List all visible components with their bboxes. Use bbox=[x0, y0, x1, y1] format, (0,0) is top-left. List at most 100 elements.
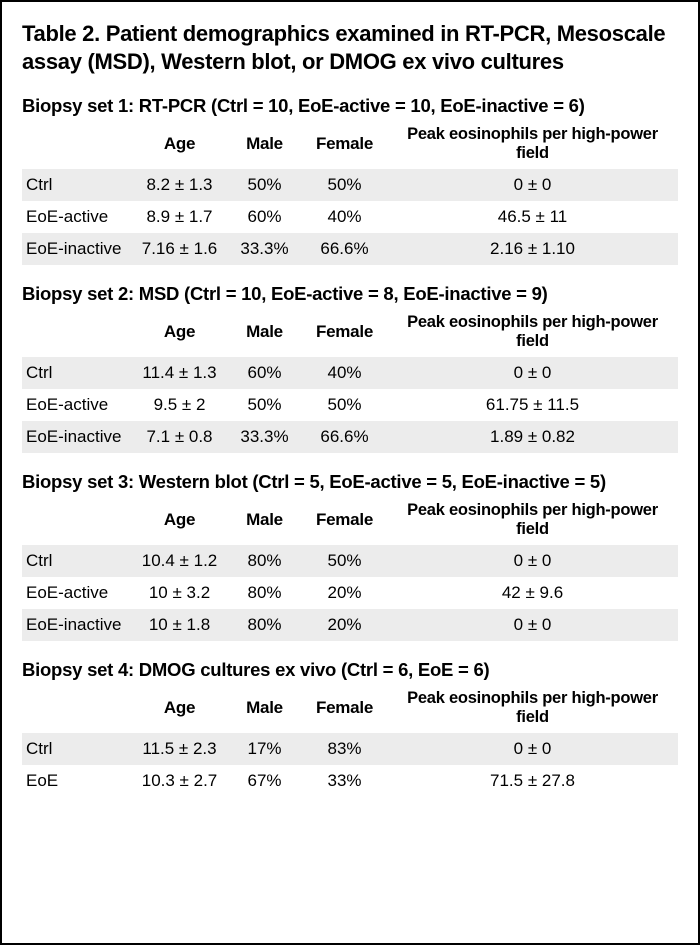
table-row: Ctrl11.5 ± 2.317%83%0 ± 0 bbox=[22, 733, 678, 765]
set-heading: Biopsy set 3: Western blot (Ctrl = 5, Eo… bbox=[22, 471, 678, 493]
age-cell: 11.5 ± 2.3 bbox=[132, 733, 227, 765]
row-label-cell: Ctrl bbox=[22, 733, 132, 765]
male-cell: 80% bbox=[227, 609, 302, 641]
male-cell: 80% bbox=[227, 545, 302, 577]
col-header-rowlabel bbox=[22, 683, 132, 733]
table-row: Ctrl11.4 ± 1.360%40%0 ± 0 bbox=[22, 357, 678, 389]
col-header-age: Age bbox=[132, 119, 227, 169]
col-header-peak: Peak eosinophils per high-power field bbox=[387, 683, 678, 733]
set-heading: Biopsy set 2: MSD (Ctrl = 10, EoE-active… bbox=[22, 283, 678, 305]
female-cell: 40% bbox=[302, 201, 387, 233]
female-cell: 83% bbox=[302, 733, 387, 765]
male-cell: 17% bbox=[227, 733, 302, 765]
table-row: EoE-active9.5 ± 250%50%61.75 ± 11.5 bbox=[22, 389, 678, 421]
table-title: Table 2. Patient demographics examined i… bbox=[22, 20, 678, 75]
col-header-rowlabel bbox=[22, 307, 132, 357]
col-header-male: Male bbox=[227, 495, 302, 545]
age-cell: 10 ± 1.8 bbox=[132, 609, 227, 641]
col-header-male: Male bbox=[227, 307, 302, 357]
male-cell: 33.3% bbox=[227, 233, 302, 265]
age-cell: 10 ± 3.2 bbox=[132, 577, 227, 609]
row-label-cell: Ctrl bbox=[22, 545, 132, 577]
row-label-cell: EoE-active bbox=[22, 201, 132, 233]
age-cell: 11.4 ± 1.3 bbox=[132, 357, 227, 389]
age-cell: 8.2 ± 1.3 bbox=[132, 169, 227, 201]
row-label-cell: EoE-inactive bbox=[22, 609, 132, 641]
peak-cell: 0 ± 0 bbox=[387, 169, 678, 201]
peak-cell: 0 ± 0 bbox=[387, 609, 678, 641]
col-header-female: Female bbox=[302, 307, 387, 357]
col-header-peak: Peak eosinophils per high-power field bbox=[387, 119, 678, 169]
row-label-cell: EoE-active bbox=[22, 389, 132, 421]
peak-cell: 61.75 ± 11.5 bbox=[387, 389, 678, 421]
table-row: EoE-active10 ± 3.280%20%42 ± 9.6 bbox=[22, 577, 678, 609]
peak-cell: 2.16 ± 1.10 bbox=[387, 233, 678, 265]
table-container: Table 2. Patient demographics examined i… bbox=[0, 0, 700, 945]
age-cell: 7.16 ± 1.6 bbox=[132, 233, 227, 265]
female-cell: 40% bbox=[302, 357, 387, 389]
age-cell: 7.1 ± 0.8 bbox=[132, 421, 227, 453]
female-cell: 66.6% bbox=[302, 421, 387, 453]
peak-cell: 0 ± 0 bbox=[387, 357, 678, 389]
male-cell: 60% bbox=[227, 201, 302, 233]
row-label-cell: EoE-inactive bbox=[22, 233, 132, 265]
row-label-cell: EoE-inactive bbox=[22, 421, 132, 453]
female-cell: 50% bbox=[302, 545, 387, 577]
col-header-age: Age bbox=[132, 307, 227, 357]
demographics-table: AgeMaleFemalePeak eosinophils per high-p… bbox=[22, 119, 678, 265]
col-header-peak: Peak eosinophils per high-power field bbox=[387, 495, 678, 545]
col-header-peak: Peak eosinophils per high-power field bbox=[387, 307, 678, 357]
sets-host: Biopsy set 1: RT-PCR (Ctrl = 10, EoE-act… bbox=[22, 95, 678, 797]
row-label-cell: Ctrl bbox=[22, 357, 132, 389]
peak-cell: 46.5 ± 11 bbox=[387, 201, 678, 233]
col-header-rowlabel bbox=[22, 119, 132, 169]
row-label-cell: EoE bbox=[22, 765, 132, 797]
row-label-cell: EoE-active bbox=[22, 577, 132, 609]
biopsy-set: Biopsy set 3: Western blot (Ctrl = 5, Eo… bbox=[22, 471, 678, 641]
age-cell: 10.4 ± 1.2 bbox=[132, 545, 227, 577]
male-cell: 50% bbox=[227, 389, 302, 421]
female-cell: 66.6% bbox=[302, 233, 387, 265]
table-row: EoE-inactive7.16 ± 1.633.3%66.6%2.16 ± 1… bbox=[22, 233, 678, 265]
demographics-table: AgeMaleFemalePeak eosinophils per high-p… bbox=[22, 495, 678, 641]
col-header-rowlabel bbox=[22, 495, 132, 545]
male-cell: 50% bbox=[227, 169, 302, 201]
biopsy-set: Biopsy set 4: DMOG cultures ex vivo (Ctr… bbox=[22, 659, 678, 797]
age-cell: 10.3 ± 2.7 bbox=[132, 765, 227, 797]
set-heading: Biopsy set 1: RT-PCR (Ctrl = 10, EoE-act… bbox=[22, 95, 678, 117]
table-row: EoE-active8.9 ± 1.760%40%46.5 ± 11 bbox=[22, 201, 678, 233]
col-header-age: Age bbox=[132, 683, 227, 733]
table-row: Ctrl10.4 ± 1.280%50%0 ± 0 bbox=[22, 545, 678, 577]
peak-cell: 1.89 ± 0.82 bbox=[387, 421, 678, 453]
table-row: Ctrl8.2 ± 1.350%50%0 ± 0 bbox=[22, 169, 678, 201]
female-cell: 20% bbox=[302, 577, 387, 609]
age-cell: 8.9 ± 1.7 bbox=[132, 201, 227, 233]
col-header-female: Female bbox=[302, 683, 387, 733]
female-cell: 50% bbox=[302, 389, 387, 421]
biopsy-set: Biopsy set 2: MSD (Ctrl = 10, EoE-active… bbox=[22, 283, 678, 453]
male-cell: 60% bbox=[227, 357, 302, 389]
male-cell: 80% bbox=[227, 577, 302, 609]
col-header-male: Male bbox=[227, 683, 302, 733]
col-header-age: Age bbox=[132, 495, 227, 545]
female-cell: 33% bbox=[302, 765, 387, 797]
biopsy-set: Biopsy set 1: RT-PCR (Ctrl = 10, EoE-act… bbox=[22, 95, 678, 265]
peak-cell: 0 ± 0 bbox=[387, 733, 678, 765]
col-header-female: Female bbox=[302, 495, 387, 545]
table-row: EoE10.3 ± 2.767%33%71.5 ± 27.8 bbox=[22, 765, 678, 797]
set-heading: Biopsy set 4: DMOG cultures ex vivo (Ctr… bbox=[22, 659, 678, 681]
demographics-table: AgeMaleFemalePeak eosinophils per high-p… bbox=[22, 683, 678, 797]
col-header-male: Male bbox=[227, 119, 302, 169]
table-row: EoE-inactive7.1 ± 0.833.3%66.6%1.89 ± 0.… bbox=[22, 421, 678, 453]
peak-cell: 42 ± 9.6 bbox=[387, 577, 678, 609]
female-cell: 50% bbox=[302, 169, 387, 201]
male-cell: 67% bbox=[227, 765, 302, 797]
male-cell: 33.3% bbox=[227, 421, 302, 453]
demographics-table: AgeMaleFemalePeak eosinophils per high-p… bbox=[22, 307, 678, 453]
row-label-cell: Ctrl bbox=[22, 169, 132, 201]
female-cell: 20% bbox=[302, 609, 387, 641]
col-header-female: Female bbox=[302, 119, 387, 169]
peak-cell: 71.5 ± 27.8 bbox=[387, 765, 678, 797]
peak-cell: 0 ± 0 bbox=[387, 545, 678, 577]
table-row: EoE-inactive10 ± 1.880%20%0 ± 0 bbox=[22, 609, 678, 641]
